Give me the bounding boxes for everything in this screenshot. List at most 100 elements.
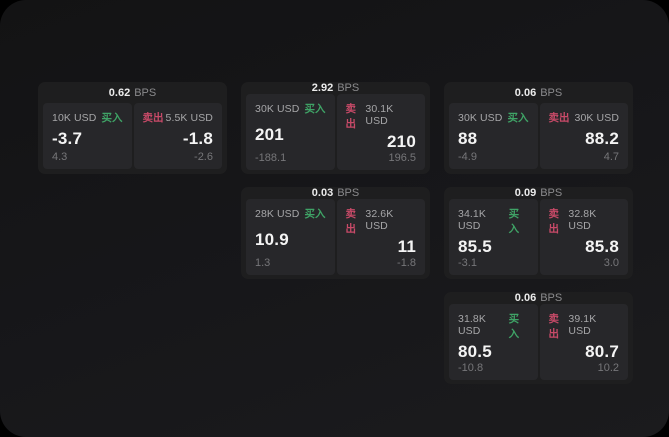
- buy-panel[interactable]: 28K USD 买入 10.9 1.3: [246, 199, 335, 275]
- quote-card: 0.09 BPS 34.1K USD 买入 85.5 -3.1 卖出 32.8K…: [444, 187, 633, 279]
- sell-price: 85.8: [585, 237, 619, 256]
- sell-amount: 39.1K USD: [568, 313, 597, 337]
- buy-panel[interactable]: 10K USD 买入 -3.7 4.3: [43, 103, 132, 169]
- buy-amount: 34.1K USD: [458, 208, 486, 232]
- buy-panel[interactable]: 34.1K USD 买入 85.5 -3.1: [449, 199, 538, 275]
- bps-unit: BPS: [540, 292, 563, 304]
- bps-unit: BPS: [337, 82, 360, 94]
- sell-tag: 卖出: [548, 112, 570, 124]
- sell-panel-top: 卖出 30K USD: [549, 110, 620, 125]
- bps-value: 0.06: [514, 86, 537, 99]
- buy-subvalue: 1.3: [255, 257, 271, 269]
- bps-header: 2.92 BPS: [241, 82, 430, 94]
- buy-price: 88: [458, 128, 478, 148]
- sell-panel-top: 卖出 39.1K USD: [549, 311, 620, 341]
- buy-subvalue: 4.3: [52, 151, 68, 163]
- buy-amount: 30K USD: [255, 103, 300, 115]
- buy-panel-top: 28K USD 买入: [255, 206, 326, 221]
- sell-panel-top: 卖出 32.6K USD: [346, 206, 417, 236]
- buy-subvalue: -188.1: [255, 152, 287, 164]
- sell-panel[interactable]: 卖出 32.6K USD 11 -1.8: [336, 199, 425, 275]
- sell-price: 88.2: [585, 128, 619, 148]
- buy-amount: 28K USD: [255, 208, 300, 220]
- buy-tag: 买入: [101, 112, 123, 124]
- card-body: 30K USD 买入 201 -188.1 卖出 30.1K USD 210 1…: [241, 94, 430, 174]
- sell-panel[interactable]: 卖出 30.1K USD 210 196.5: [336, 94, 425, 170]
- sell-subvalue: -1.8: [397, 257, 416, 269]
- buy-tag: 买入: [304, 208, 326, 220]
- buy-price: 85.5: [458, 237, 492, 256]
- bps-value: 0.62: [108, 86, 131, 99]
- sell-tag: 卖出: [142, 112, 164, 124]
- card-body: 28K USD 买入 10.9 1.3 卖出 32.6K USD 11 -1.8: [241, 199, 430, 279]
- sell-amount: 32.8K USD: [568, 208, 597, 232]
- sell-amount: 30K USD: [574, 112, 619, 124]
- sell-price: -1.8: [182, 128, 213, 148]
- quote-card: 0.03 BPS 28K USD 买入 10.9 1.3 卖出 32.6K US…: [241, 187, 430, 279]
- sell-panel[interactable]: 卖出 5.5K USD -1.8 -2.6: [133, 103, 222, 169]
- buy-subvalue: -4.9: [458, 151, 477, 163]
- sell-price: 210: [387, 132, 416, 151]
- buy-price: 10.9: [255, 229, 289, 249]
- quote-card: 0.06 BPS 31.8K USD 买入 80.5 -10.8 卖出 39.1…: [444, 292, 633, 384]
- buy-panel[interactable]: 30K USD 买入 201 -188.1: [246, 94, 335, 170]
- buy-panel-top: 10K USD 买入: [52, 110, 123, 125]
- buy-tag: 买入: [304, 103, 326, 115]
- bps-header: 0.09 BPS: [444, 187, 633, 199]
- bps-header: 0.03 BPS: [241, 187, 430, 199]
- buy-price: 80.5: [458, 342, 492, 361]
- buy-panel-top: 30K USD 买入: [255, 101, 326, 116]
- bps-value: 0.06: [514, 292, 537, 304]
- sell-panel[interactable]: 卖出 30K USD 88.2 4.7: [539, 103, 628, 169]
- sell-subvalue: 4.7: [603, 151, 619, 163]
- quote-card: 0.62 BPS 10K USD 买入 -3.7 4.3 卖出 5.5K USD: [38, 82, 227, 174]
- buy-tag: 买入: [508, 208, 520, 235]
- sell-price: 80.7: [585, 342, 619, 361]
- sell-amount: 32.6K USD: [365, 208, 394, 232]
- buy-panel-top: 34.1K USD 买入: [458, 206, 529, 236]
- bps-header: 0.62 BPS: [38, 82, 227, 103]
- sell-subvalue: 196.5: [388, 152, 416, 164]
- buy-price: -3.7: [52, 128, 83, 148]
- sell-tag: 卖出: [548, 208, 560, 235]
- sell-tag: 卖出: [345, 208, 357, 235]
- sell-panel[interactable]: 卖出 39.1K USD 80.7 10.2: [539, 304, 628, 380]
- bps-header: 0.06 BPS: [444, 82, 633, 103]
- bps-unit: BPS: [134, 86, 157, 99]
- sell-subvalue: -2.6: [194, 151, 213, 163]
- sell-panel-top: 卖出 5.5K USD: [143, 110, 214, 125]
- buy-subvalue: -10.8: [458, 362, 484, 374]
- buy-panel[interactable]: 30K USD 买入 88 -4.9: [449, 103, 538, 169]
- sell-tag: 卖出: [345, 103, 357, 130]
- quote-card: 2.92 BPS 30K USD 买入 201 -188.1 卖出 30.1K …: [241, 82, 430, 174]
- bps-unit: BPS: [540, 187, 563, 199]
- buy-panel-top: 31.8K USD 买入: [458, 311, 529, 341]
- buy-price: 201: [255, 124, 284, 144]
- card-body: 31.8K USD 买入 80.5 -10.8 卖出 39.1K USD 80.…: [444, 304, 633, 384]
- sell-tag: 卖出: [548, 313, 560, 340]
- bps-value: 0.09: [514, 187, 537, 199]
- bps-unit: BPS: [337, 187, 360, 199]
- bps-value: 0.03: [311, 187, 334, 199]
- quote-card-grid: 0.62 BPS 10K USD 买入 -3.7 4.3 卖出 5.5K USD: [38, 82, 633, 384]
- bps-header: 0.06 BPS: [444, 292, 633, 304]
- buy-tag: 买入: [508, 313, 520, 340]
- card-body: 30K USD 买入 88 -4.9 卖出 30K USD 88.2 4.7: [444, 103, 633, 174]
- sell-panel[interactable]: 卖出 32.8K USD 85.8 3.0: [539, 199, 628, 275]
- sell-subvalue: 10.2: [597, 362, 619, 374]
- buy-amount: 30K USD: [458, 112, 503, 124]
- sell-panel-top: 卖出 32.8K USD: [549, 206, 620, 236]
- sell-subvalue: 3.0: [603, 257, 619, 269]
- buy-panel-top: 30K USD 买入: [458, 110, 529, 125]
- buy-amount: 10K USD: [52, 112, 97, 124]
- sell-panel-top: 卖出 30.1K USD: [346, 101, 417, 131]
- sell-price: 11: [397, 237, 416, 256]
- buy-panel[interactable]: 31.8K USD 买入 80.5 -10.8: [449, 304, 538, 380]
- buy-tag: 买入: [507, 112, 529, 124]
- sell-amount: 5.5K USD: [165, 112, 213, 124]
- buy-amount: 31.8K USD: [458, 313, 486, 337]
- buy-subvalue: -3.1: [458, 257, 477, 269]
- quote-card: 0.06 BPS 30K USD 买入 88 -4.9 卖出 30K USD: [444, 82, 633, 174]
- bps-value: 2.92: [311, 82, 334, 94]
